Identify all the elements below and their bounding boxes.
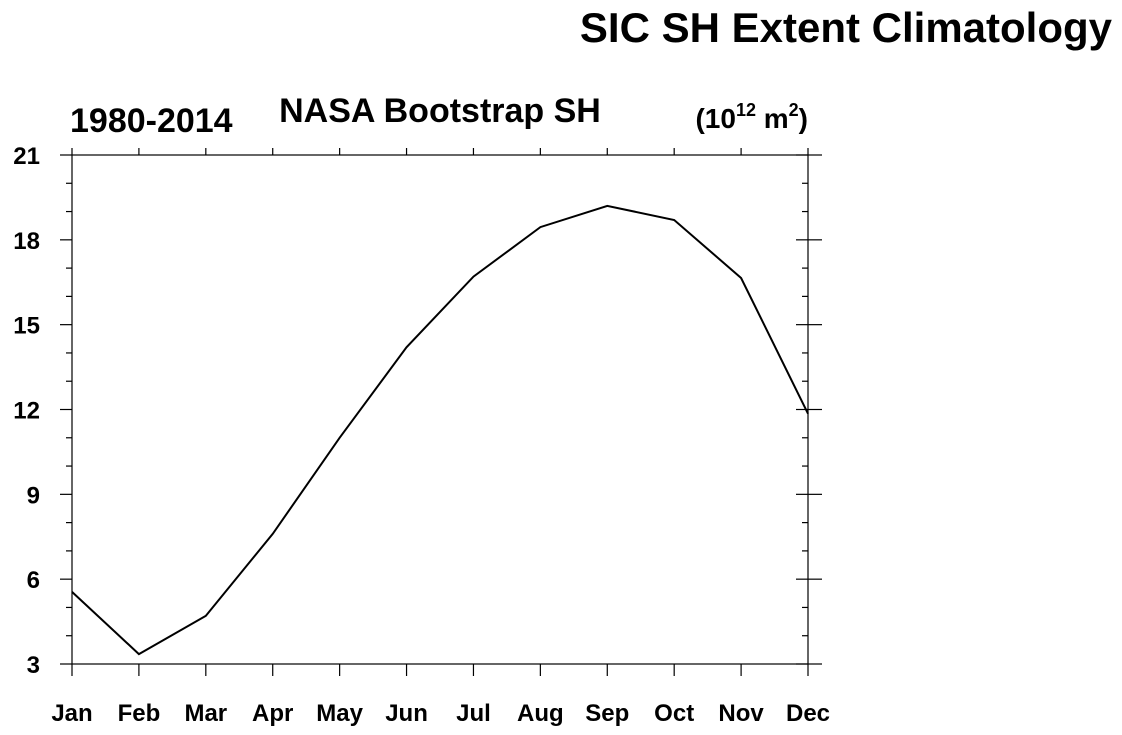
x-tick-label: Nov (718, 700, 764, 727)
x-tick-label: May (316, 700, 363, 727)
y-tick-label: 15 (13, 313, 40, 340)
x-tick-label: Jul (456, 700, 491, 727)
y-tick-label: 9 (27, 482, 40, 509)
units-label: (1012 m2) (695, 100, 808, 134)
x-tick-label: Jun (385, 700, 428, 727)
y-tick-label: 12 (13, 398, 40, 425)
x-tick-label: Jan (51, 700, 92, 727)
x-tick-label: Feb (118, 700, 161, 727)
x-tick-label: Apr (252, 700, 293, 727)
left-subtitle: 1980-2014 (70, 102, 233, 140)
chart-title: SIC SH Extent Climatology (580, 4, 1113, 51)
x-tick-label: Mar (184, 700, 227, 727)
x-tick-label: Aug (517, 700, 564, 727)
tick-marks (60, 148, 822, 676)
center-subtitle: NASA Bootstrap SH (279, 92, 601, 130)
x-tick-labels: Jan Feb Mar Apr May Jun Jul Aug Sep Oct Nov Dec (51, 700, 830, 727)
y-tick-label: 3 (27, 652, 40, 679)
y-tick-label: 6 (27, 567, 40, 594)
x-tick-label: Dec (786, 700, 830, 727)
y-tick-label: 18 (13, 228, 40, 255)
y-tick-label: 21 (13, 143, 40, 170)
x-tick-label: Sep (585, 700, 629, 727)
x-tick-label: Oct (654, 700, 694, 727)
y-tick-labels: 3 6 9 12 15 18 21 (13, 143, 40, 679)
series-line (71, 204, 809, 656)
plot-frame (71, 154, 809, 665)
